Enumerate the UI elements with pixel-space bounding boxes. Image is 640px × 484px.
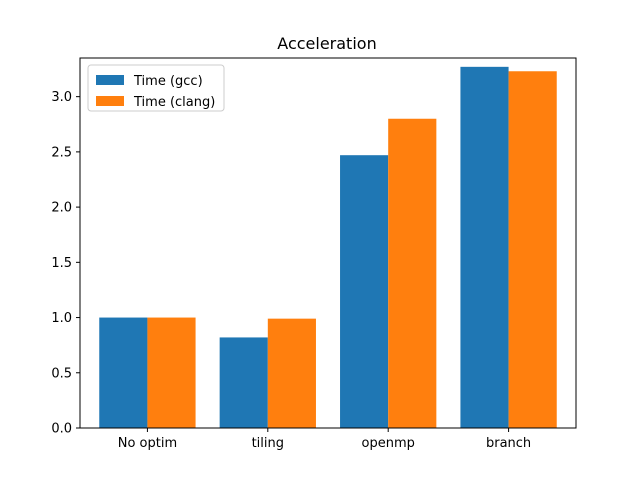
y-tick-label: 3.0 xyxy=(51,90,72,105)
bar-tiling-series-0 xyxy=(219,337,268,428)
y-tick-label: 1.0 xyxy=(51,311,72,326)
bar-tiling-series-1 xyxy=(267,318,316,428)
x-tick-label: tiling xyxy=(252,436,284,451)
legend-swatch xyxy=(96,96,124,106)
bar-no-optim-series-1 xyxy=(147,317,196,428)
axes-layer: 0.0 0.5 1.0 1.5 2.0 2.5 3.0 No optim tiling openm… xyxy=(51,57,577,451)
x-tick-label: openmp xyxy=(362,436,415,451)
legend: Time (gcc) Time (clang) xyxy=(87,64,225,112)
x-tick-label: No optim xyxy=(118,436,177,451)
bar-no-optim-series-0 xyxy=(99,317,148,428)
legend-swatch xyxy=(96,75,124,85)
bar-branch-series-1 xyxy=(508,71,557,429)
x-tick-label: branch xyxy=(486,436,531,451)
chart-title: Acceleration xyxy=(277,34,376,53)
y-tick-label: 1.5 xyxy=(51,256,72,271)
bars-layer xyxy=(99,66,557,429)
bar-openmp-series-0 xyxy=(340,155,389,428)
plot-frame xyxy=(79,57,577,429)
legend-label: Time (clang) xyxy=(133,95,215,110)
bar-branch-series-0 xyxy=(460,66,509,429)
y-tick-label: 0.0 xyxy=(51,422,72,437)
y-tick-label: 0.5 xyxy=(51,366,72,381)
y-tick-label: 2.0 xyxy=(51,201,72,216)
legend-label: Time (gcc) xyxy=(133,74,203,89)
bar-openmp-series-1 xyxy=(388,118,437,428)
y-tick-label: 2.5 xyxy=(51,145,72,160)
